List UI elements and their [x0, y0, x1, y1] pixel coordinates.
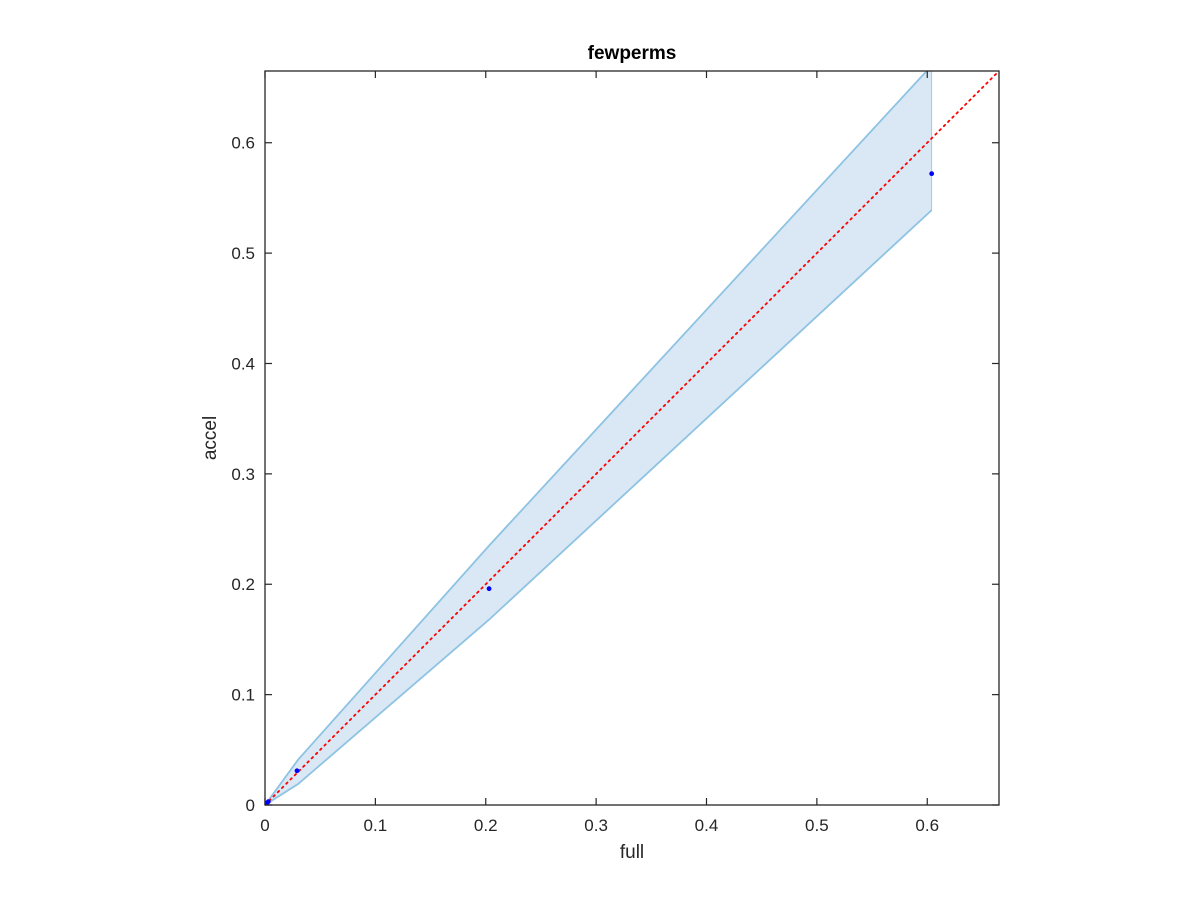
plot-content: [265, 71, 999, 805]
x-tick-label: 0.3: [584, 816, 608, 835]
y-tick-label: 0.3: [231, 465, 255, 484]
y-tick-label: 0.5: [231, 244, 255, 263]
confidence-band-lower-edge: [265, 209, 933, 805]
x-axis-title: full: [620, 842, 644, 863]
x-tick-label: 0: [260, 816, 269, 835]
y-tick-label: 0.1: [231, 686, 255, 705]
axis-ticks: 0 0.1 0.2 0.3 0.4 0.5 0.6 0 0.1 0.2 0.3 0.4 0.5 0.6: [231, 71, 999, 835]
data-point: [294, 768, 300, 774]
reference-line: [265, 71, 999, 805]
y-axis-title: accel: [200, 416, 221, 460]
y-tick-label: 0.2: [231, 575, 255, 594]
confidence-band-fill: [265, 71, 932, 805]
x-tick-label: 0.4: [695, 816, 719, 835]
y-tick-label: 0.4: [231, 354, 255, 373]
data-point: [265, 799, 271, 805]
x-tick-label: 0.6: [915, 816, 939, 835]
data-point: [929, 171, 935, 177]
y-tick-label: 0.6: [231, 134, 255, 153]
plot-frame: [264, 70, 1000, 806]
data-point: [486, 586, 492, 592]
x-tick-label: 0.5: [805, 816, 829, 835]
confidence-band-upper-edge: [265, 71, 928, 805]
x-tick-label: 0.2: [474, 816, 498, 835]
chart-title: fewperms: [588, 43, 677, 64]
x-tick-label: 0.1: [364, 816, 388, 835]
y-tick-label: 0: [246, 796, 255, 815]
